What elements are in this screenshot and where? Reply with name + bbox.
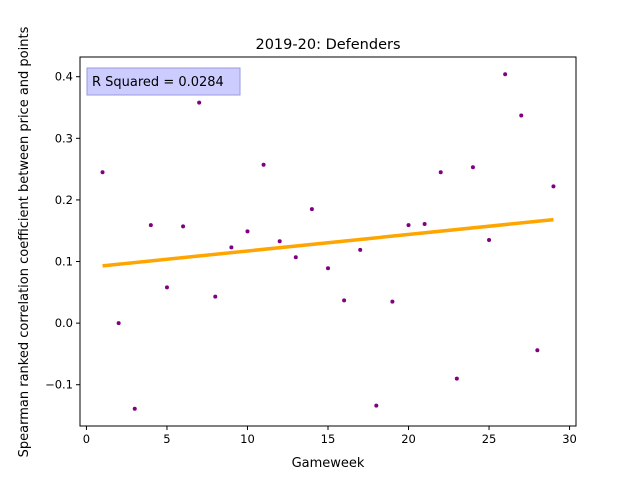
y-axis-label: Spearman ranked correlation coefficient … [17,26,32,457]
annotation-box [86,67,241,96]
r-squared-annotation: R Squared = 0.0284 [86,67,241,96]
x-tick-label: 5 [163,432,170,446]
data-point [535,348,540,353]
data-point [309,207,314,212]
chart-title: 2019-20: Defenders [255,37,400,53]
x-tick-label: 25 [482,432,497,446]
data-point [213,294,218,299]
x-tick-label: 10 [240,432,255,446]
data-point [100,170,105,175]
x-tick-label: 0 [83,432,90,446]
data-point [470,165,475,170]
x-tick-label: 30 [562,432,577,446]
data-point [374,403,379,408]
data-point [503,72,508,77]
data-point [245,229,250,234]
x-tick-label: 20 [401,432,416,446]
x-axis-label: Gameweek [292,456,365,471]
data-point [116,321,121,326]
data-point [277,239,282,244]
data-point [181,224,186,229]
data-point [519,113,524,118]
regression-line [102,217,554,268]
data-point [487,237,492,242]
data-point [438,170,443,175]
data-point [261,162,266,167]
y-tick-label: 0.4 [55,70,73,84]
y-tick-label: −0.1 [45,378,73,392]
data-point [229,245,234,250]
data-point [197,100,202,105]
data-point [326,266,330,271]
data-point [454,376,459,381]
data-point [406,223,411,228]
data-point [358,247,363,252]
data-point [148,223,153,228]
data-point [342,298,347,303]
y-tick-label: 0.0 [55,316,73,330]
y-tick-label: 0.3 [55,131,73,145]
r-squared-label: R Squared = 0.0284 [92,75,224,90]
data-point [551,184,556,189]
y-tick-label: 0.2 [55,193,73,207]
data-point [293,255,298,260]
data-point [390,299,395,304]
y-tick-label: 0.1 [55,255,73,269]
x-tick-label: 15 [321,432,336,446]
plot-area: 0 5 10 15 20 25 30 −0.1 0.0 0.1 0.2 0.3 0.4 [45,56,577,446]
data-point [422,221,427,226]
data-point [132,406,137,411]
data-point [164,285,169,290]
